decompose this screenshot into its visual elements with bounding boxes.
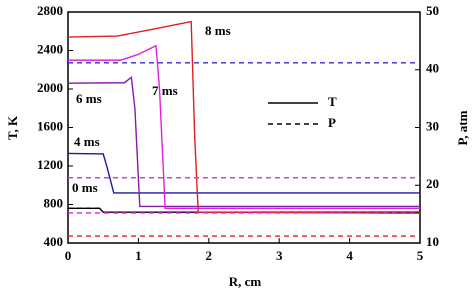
y-tick-label: 1600 [37,118,63,133]
x-tick-label: 1 [135,248,142,263]
y2-tick-label: 10 [426,234,439,249]
temperature-line [67,152,420,194]
y-tick-label: 2800 [37,3,63,18]
x-axis-label: R, cm [229,274,262,289]
x-tick-label: 3 [276,248,283,263]
series-label: 7 ms [152,83,178,98]
legend-box [262,92,368,134]
legend-label: T [328,94,337,109]
y2-tick-label: 30 [426,118,439,133]
x-tick-label: 0 [65,248,72,263]
y-axis-label: T, K [5,115,20,140]
temperature-line [67,76,420,208]
series-label: 4 ms [74,134,100,149]
y-tick-label: 2400 [37,41,63,56]
temperature-line [67,20,421,214]
temperature-line [68,44,420,210]
x-tick-label: 5 [417,248,424,263]
x-tick-label: 4 [346,248,353,263]
y2-axis-label: P, atm [455,110,470,145]
series-label: 8 ms [205,23,231,38]
x-tick-label: 2 [206,248,213,263]
y2-tick-label: 20 [426,176,439,191]
y-tick-label: 400 [44,234,64,249]
y2-tick-label: 50 [426,3,439,18]
y-tick-label: 800 [44,195,64,210]
y2-tick-label: 40 [426,61,439,76]
legend-label: P [328,115,336,130]
y-tick-label: 2000 [37,80,63,95]
series-label: 0 ms [72,180,98,195]
series-label: 6 ms [76,91,102,106]
y-tick-label: 1200 [37,157,63,172]
